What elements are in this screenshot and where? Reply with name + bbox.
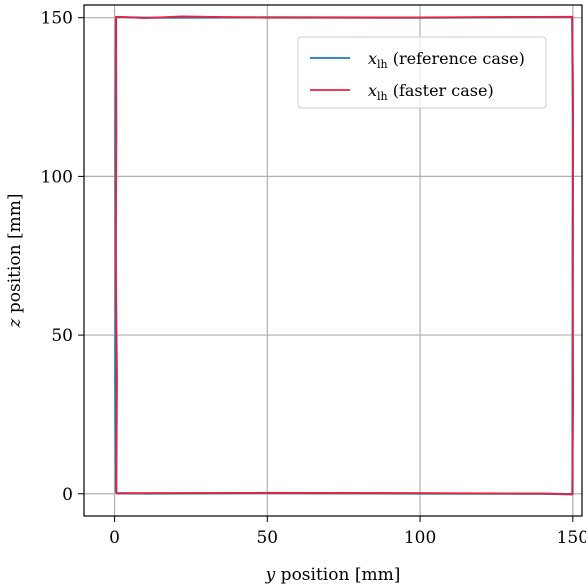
axis-ticks: 0 50 100 150 0 50 100 150 — [41, 9, 586, 548]
legend-entry-faster: xlh (faster case) — [368, 81, 494, 103]
legend-box — [297, 36, 547, 109]
legend-entry-faster-var: x — [368, 81, 377, 100]
x-axis-label: y position [mm] — [265, 565, 401, 585]
x-tick-label: 150 — [557, 528, 586, 548]
y-axis-label-var: z — [5, 318, 25, 329]
legend: xlh (reference case) xlh (faster case) — [297, 36, 547, 109]
x-axis-label-var: y — [265, 565, 276, 585]
legend-entry-reference-var: x — [368, 49, 377, 68]
plot-frame — [83, 4, 583, 517]
series-lines — [114, 15, 575, 496]
legend-entry-faster-text: (faster case) — [388, 81, 494, 100]
legend-entry-reference: xlh (reference case) — [368, 49, 525, 71]
x-axis-label-text: position [mm] — [275, 565, 400, 585]
legend-entry-reference-text: (reference case) — [388, 49, 525, 68]
legend-entry-faster-sub: lh — [377, 90, 388, 103]
y-tick-label: 100 — [41, 167, 73, 187]
x-tick-label: 100 — [404, 528, 436, 548]
y-tick-label: 50 — [51, 326, 73, 346]
y-tick-label: 0 — [62, 485, 73, 505]
y-axis-label: z position [mm] — [5, 193, 25, 328]
y-axis-label-text: position [mm] — [5, 193, 25, 318]
legend-entry-reference-sub: lh — [377, 58, 388, 71]
x-tick-label: 0 — [109, 528, 120, 548]
series-line-faster — [114, 15, 575, 496]
x-tick-label: 50 — [256, 528, 278, 548]
y-tick-label: 150 — [41, 9, 73, 29]
